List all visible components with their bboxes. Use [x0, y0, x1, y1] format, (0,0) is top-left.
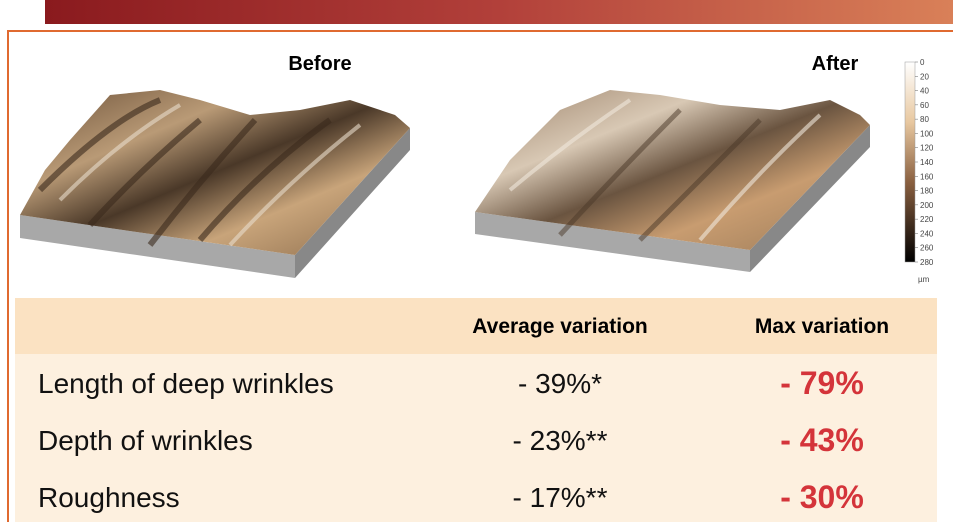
scale-tick-label: 260 [920, 244, 934, 253]
scale-tick-label: 240 [920, 229, 934, 238]
column-header: Max variation [755, 315, 889, 338]
average-variation: - 23%** [513, 425, 608, 456]
scale-tick-label: 80 [920, 115, 929, 124]
scale-tick-label: 20 [920, 72, 929, 81]
row-label: Length of deep wrinkles [38, 368, 334, 399]
page: Before After 0 20 40 60 80 100 120 140 160 180 200… [0, 0, 953, 522]
scale-tick-label: 60 [920, 101, 929, 110]
row-label: Roughness [38, 482, 180, 513]
scale-tick-label: 180 [920, 187, 934, 196]
scale-tick-label: 40 [920, 87, 929, 96]
top-bar [45, 0, 953, 24]
column-header: Average variation [472, 315, 647, 338]
scale-tick-label: 120 [920, 144, 934, 153]
scale-tick-label: 160 [920, 172, 934, 181]
scale-tick-label: 0 [920, 58, 925, 67]
figure: Before After 0 20 40 60 80 100 120 140 160 180 200… [0, 0, 953, 522]
average-variation: - 39%* [518, 368, 602, 399]
average-variation: - 17%** [513, 482, 608, 513]
max-variation: - 79% [780, 365, 864, 401]
scale-tick-label: 220 [920, 215, 934, 224]
after-label: After [812, 53, 859, 75]
color-scale-ticks: 0 20 40 60 80 100 120 140 160 180 200 220 240 260 280 µ… [915, 58, 934, 284]
scale-tick-label: 280 [920, 258, 934, 267]
scale-tick-label: 140 [920, 158, 934, 167]
color-scale-bar [905, 62, 915, 262]
scale-tick-label: 200 [920, 201, 934, 210]
before-label: Before [288, 53, 351, 75]
row-label: Depth of wrinkles [38, 425, 253, 456]
scale-tick-label: 100 [920, 129, 934, 138]
after-surface [475, 90, 870, 272]
max-variation: - 43% [780, 422, 864, 458]
scale-unit: µm [918, 275, 930, 284]
before-surface [20, 90, 410, 278]
max-variation: - 30% [780, 479, 864, 515]
